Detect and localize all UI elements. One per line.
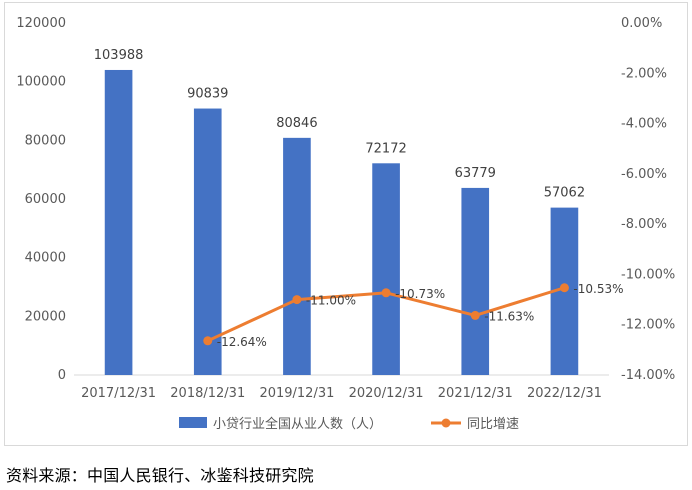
y-right-tick-label: -4.00% (621, 117, 667, 132)
combo-chart: 0 20000 40000 60000 80000 100000 120000 0.00% -2… (16, 16, 675, 432)
y-left-tick-label: 100000 (16, 75, 66, 90)
growth-rate-point (559, 283, 569, 293)
growth-rate-label: -11.63% (484, 309, 534, 323)
growth-rate-point (292, 295, 302, 305)
legend-bar-swatch (179, 417, 207, 428)
growth-rate-label: -11.00% (306, 294, 356, 308)
growth-rate-label: -12.64% (217, 335, 267, 349)
y-right-tick-label: -14.00% (621, 368, 675, 383)
bar (461, 187, 490, 375)
bar (193, 108, 222, 375)
y-left-tick-label: 20000 (25, 309, 66, 324)
y-right-tick-label: -6.00% (621, 167, 667, 182)
bar-value-label: 103988 (94, 48, 144, 63)
legend-bar-label: 小贷行业全国从业人数（人） (213, 416, 382, 432)
growth-rate-point (470, 310, 480, 320)
y-right-tick-label: -10.00% (621, 267, 675, 282)
source-note: 资料来源：中国人民银行、冰鉴科技研究院 (6, 466, 314, 485)
x-tick-label: 2022/12/31 (527, 386, 602, 401)
bar-value-label: 57062 (544, 186, 585, 201)
growth-rate-label: -10.73% (395, 287, 445, 301)
bar (283, 137, 311, 375)
bar-value-label: 72172 (365, 141, 406, 156)
y-right-tick-label: -12.00% (621, 318, 675, 333)
y-left-tick-label: 60000 (25, 192, 66, 207)
x-tick-label: 2020/12/31 (349, 386, 424, 401)
y-left-tick-label: 80000 (25, 133, 66, 148)
x-tick-label: 2019/12/31 (259, 386, 334, 401)
growth-rate-label: -10.53% (573, 282, 623, 296)
bar (372, 163, 400, 375)
y-left-tick-label: 120000 (16, 16, 66, 31)
bar-value-label: 90839 (187, 87, 228, 102)
growth-rate-point (203, 336, 213, 346)
growth-rate-point (381, 288, 391, 298)
x-tick-label: 2021/12/31 (438, 386, 513, 401)
x-tick-label: 2018/12/31 (170, 386, 245, 401)
x-tick-label: 2017/12/31 (81, 386, 156, 401)
y-right-tick-label: -8.00% (621, 217, 667, 232)
chart-frame: 0 20000 40000 60000 80000 100000 120000 0.00% -2… (4, 2, 688, 446)
bar (104, 69, 133, 375)
y-right-tick-label: 0.00% (621, 16, 662, 31)
y-left-tick-label: 40000 (25, 251, 66, 266)
bar-value-label: 80846 (276, 116, 317, 131)
legend-line-label: 同比增速 (467, 417, 519, 432)
y-left-tick-label: 0 (58, 368, 66, 383)
bar-value-label: 63779 (455, 166, 496, 181)
y-right-tick-label: -2.00% (621, 66, 667, 81)
legend-line-marker (441, 418, 451, 428)
